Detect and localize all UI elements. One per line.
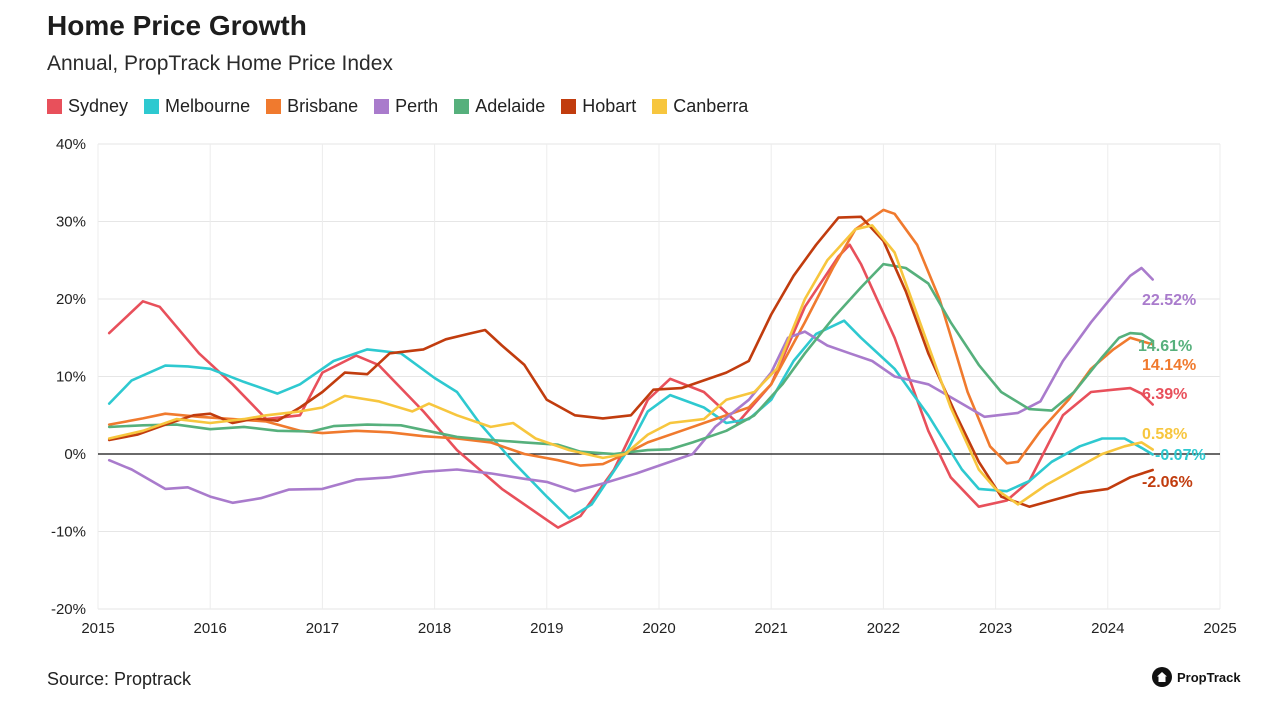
series-line-canberra (107, 224, 1154, 506)
legend-label: Hobart (582, 96, 637, 116)
end-label-brisbane: 14.14% (1142, 357, 1196, 374)
y-tick-label: 40% (56, 136, 86, 153)
legend-swatch (454, 99, 470, 114)
y-tick-label: 30% (56, 214, 86, 231)
legend-swatch (652, 99, 668, 114)
legend-item-perth: Perth (374, 96, 438, 117)
legend-item-hobart: Hobart (561, 96, 636, 117)
series-line-hobart (107, 215, 1154, 508)
y-tick-label: 0% (64, 446, 86, 463)
legend-swatch (561, 99, 577, 114)
end-label-melbourne: -0.07% (1155, 447, 1206, 464)
legend-item-adelaide: Adelaide (454, 96, 545, 117)
x-tick-label: 2024 (1091, 620, 1124, 637)
legend-label: Melbourne (165, 96, 251, 116)
x-tick-label: 2023 (979, 620, 1012, 637)
legend-label: Brisbane (287, 96, 359, 116)
x-tick-label: 2016 (194, 620, 227, 637)
source-note: Source: Proptrack (47, 669, 192, 689)
series-line-perth (107, 266, 1154, 505)
y-tick-label: 10% (56, 369, 86, 386)
x-tick-label: 2019 (530, 620, 563, 637)
legend-label: Sydney (68, 96, 129, 116)
brand-name: PropTrack (1177, 669, 1241, 685)
legend-label: Canberra (673, 96, 749, 116)
x-tick-label: 2017 (306, 620, 339, 637)
legend-item-brisbane: Brisbane (266, 96, 358, 117)
legend-item-melbourne: Melbourne (144, 96, 250, 117)
legend-item-canberra: Canberra (652, 96, 748, 117)
y-tick-label: -20% (51, 601, 86, 618)
legend-label: Adelaide (475, 96, 546, 116)
end-label-hobart: -2.06% (1142, 474, 1193, 491)
legend-swatch (47, 99, 62, 114)
end-label-perth: 22.52% (1142, 292, 1196, 309)
end-label-canberra: 0.58% (1142, 426, 1187, 443)
brand-logo: PropTrack (1152, 667, 1241, 687)
legend-label: Perth (395, 96, 439, 116)
x-tick-label: 2022 (867, 620, 900, 637)
x-tick-label: 2021 (755, 620, 788, 637)
end-label-sydney: 6.39% (1142, 386, 1187, 403)
x-tick-label: 2018 (418, 620, 451, 637)
x-tick-label: 2015 (81, 620, 114, 637)
x-tick-label: 2020 (642, 620, 675, 637)
legend-swatch (144, 99, 160, 114)
legend: Sydney Melbourne Brisbane Perth Adelaide Hoba… (47, 96, 748, 117)
end-label-adelaide: 14.61% (1138, 338, 1192, 355)
chart-subtitle: Annual, PropTrack Home Price Index (47, 52, 393, 75)
y-tick-label: -10% (51, 524, 86, 541)
series-line-adelaide (107, 262, 1154, 456)
legend-swatch (374, 99, 390, 114)
x-tick-label: 2025 (1203, 620, 1236, 637)
chart-title: Home Price Growth (47, 10, 307, 41)
y-tick-label: 20% (56, 291, 86, 308)
legend-swatch (266, 99, 282, 114)
legend-item-sydney: Sydney (47, 96, 128, 117)
house-icon (1152, 667, 1172, 687)
series-line-brisbane (107, 208, 1154, 467)
series-line-melbourne (107, 319, 1154, 520)
